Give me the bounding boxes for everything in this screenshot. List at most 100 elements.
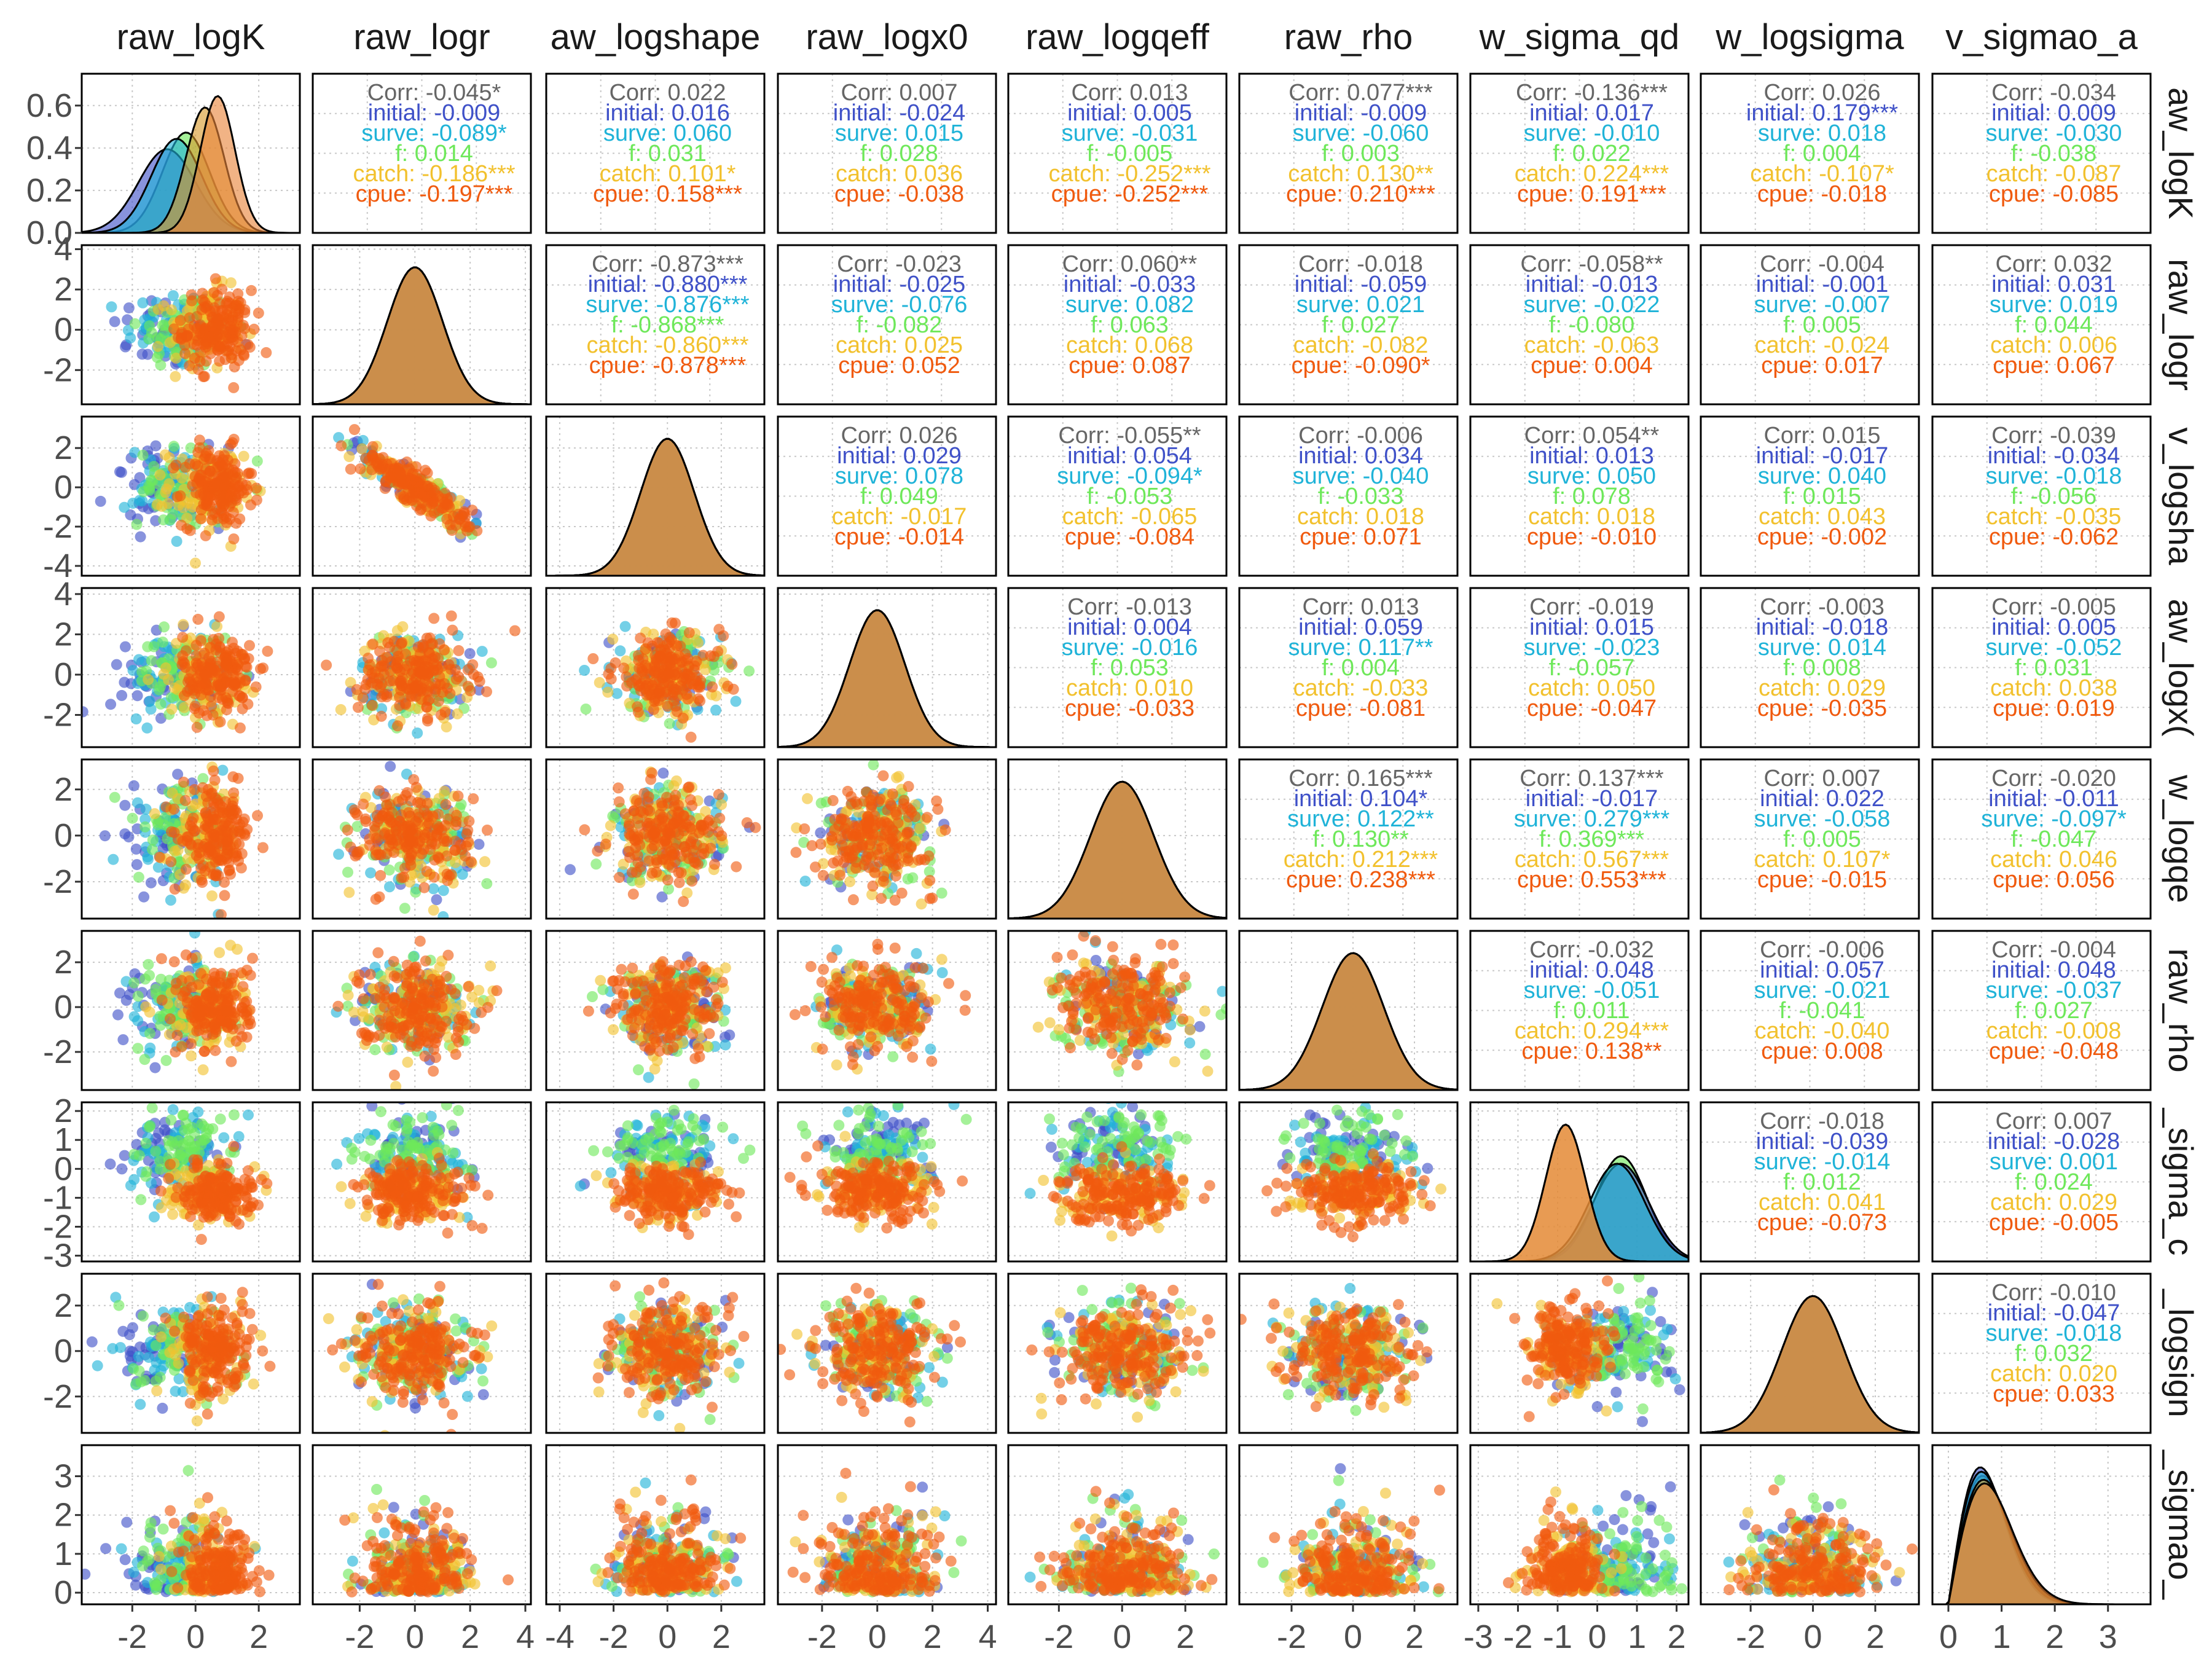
scatter-point xyxy=(333,849,345,860)
scatter-point xyxy=(214,679,226,691)
correlation-label: catch: -0.107* xyxy=(1750,161,1894,187)
correlation-label: cpue: 0.238*** xyxy=(1286,867,1435,893)
correlation-label: f: -0.005 xyxy=(1087,141,1172,167)
scatter-point xyxy=(179,690,190,702)
scatter-point xyxy=(132,1001,144,1012)
correlation-label: initial: -0.018 xyxy=(1756,614,1888,640)
scatter-point xyxy=(357,692,369,704)
correlation-label: catch: 0.018 xyxy=(1297,504,1424,530)
scatter-point xyxy=(186,952,198,964)
scatter-point xyxy=(173,500,184,511)
scatter-point xyxy=(441,513,453,525)
matrix-panel xyxy=(545,415,766,577)
scatter-point xyxy=(198,296,210,308)
scatter-point xyxy=(198,371,209,382)
scatter-point xyxy=(401,841,413,852)
correlation-label: surve: -0.076 xyxy=(831,292,968,318)
scatter-point xyxy=(155,359,167,371)
scatter-point xyxy=(455,799,467,810)
scatter-point xyxy=(413,703,424,714)
scatter-point xyxy=(936,887,947,899)
scatter-point xyxy=(137,449,149,461)
correlation-label: Corr: 0.007 xyxy=(1763,766,1880,791)
correlation-label: surve: -0.052 xyxy=(1986,635,2122,661)
scatter-point xyxy=(137,297,149,308)
scatter-point xyxy=(682,693,694,705)
scatter-point xyxy=(863,861,875,873)
correlation-label: catch: 0.018 xyxy=(1528,504,1655,530)
scatter-point xyxy=(649,677,661,688)
correlation-label: Corr: -0.018 xyxy=(1298,251,1423,277)
matrix-panel xyxy=(1007,758,1228,920)
panel-border xyxy=(1469,758,1690,920)
scatter-point xyxy=(876,893,887,904)
scatter-point xyxy=(172,833,184,845)
scatter-point xyxy=(179,657,190,669)
density-curves xyxy=(778,609,996,747)
scatter-point xyxy=(342,824,353,836)
correlation-label: surve: -0.022 xyxy=(1524,292,1660,318)
scatter-point xyxy=(698,842,709,854)
scatter-point xyxy=(143,853,154,865)
scatter-point xyxy=(422,656,433,667)
scatter-point xyxy=(613,796,625,807)
scatter-point xyxy=(716,830,728,842)
scatter-point xyxy=(374,646,385,657)
scatter-point xyxy=(216,283,228,295)
row-strip-label: _sigma_c xyxy=(2162,1108,2200,1256)
scatter-point xyxy=(235,862,247,874)
correlation-label: f: -0.053 xyxy=(1087,484,1172,509)
correlation-label: surve: 0.078 xyxy=(835,463,963,489)
scatter-point xyxy=(190,557,201,569)
scatter-point xyxy=(646,640,658,652)
scatter-point xyxy=(213,327,224,339)
scatter-point xyxy=(903,855,914,866)
scatter-point xyxy=(170,371,181,382)
scatter-point xyxy=(412,728,423,739)
scatter-point xyxy=(646,767,657,779)
scatter-point xyxy=(197,773,209,785)
scatter-points xyxy=(106,273,272,393)
scatter-point xyxy=(445,610,457,622)
correlation-label: f: 0.049 xyxy=(860,484,938,509)
scatter-point xyxy=(226,482,237,494)
correlation-label: cpue: -0.047 xyxy=(1527,696,1657,721)
scatter-point xyxy=(865,794,877,806)
panel-border xyxy=(777,415,997,577)
scatter-point xyxy=(176,1041,187,1053)
scatter-point xyxy=(143,674,154,685)
scatter-point xyxy=(114,987,125,999)
scatter-point xyxy=(607,633,619,645)
correlation-label: cpue: -0.015 xyxy=(1757,867,1887,893)
correlation-label: initial: -0.024 xyxy=(833,100,965,126)
correlation-label: surve: -0.089* xyxy=(361,120,507,146)
scatter-point xyxy=(675,640,686,652)
correlation-label: initial: 0.005 xyxy=(1067,100,1192,126)
scatter-point xyxy=(192,447,204,458)
row-strip-label: _logsign xyxy=(2162,1288,2200,1418)
scatter-points xyxy=(95,433,266,569)
matrix-panel xyxy=(312,415,532,577)
scatter-point xyxy=(132,990,144,1002)
scatter-point xyxy=(377,655,388,667)
scatter-point xyxy=(230,678,241,690)
scatter-point xyxy=(421,866,433,877)
scatter-point xyxy=(680,654,692,666)
correlation-label: initial: -0.013 xyxy=(1526,272,1658,297)
scatter-point xyxy=(371,832,382,844)
column-strip-labels: raw_logK raw_logr aw_logshape raw_logx0 raw_… xyxy=(117,17,2138,57)
panel-border xyxy=(80,73,301,234)
correlation-label: f: 0.130** xyxy=(1312,826,1409,852)
scatter-point xyxy=(579,665,590,676)
scatter-point xyxy=(213,461,224,473)
scatter-point xyxy=(221,654,232,666)
scatter-point xyxy=(632,857,644,868)
scatter-point xyxy=(421,632,433,644)
scatter-point xyxy=(131,859,143,871)
scatter-point xyxy=(447,624,458,636)
